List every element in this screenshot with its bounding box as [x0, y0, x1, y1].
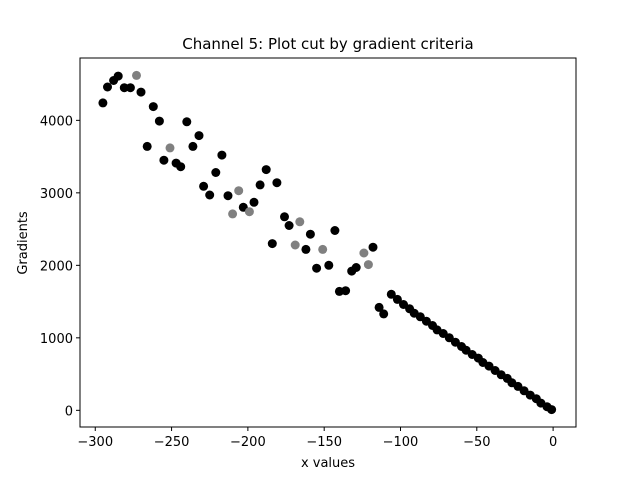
y-tick-label: 1000 [40, 332, 73, 347]
kept-point-7 [142, 141, 152, 151]
kept-point-22 [249, 197, 259, 207]
kept-point-32 [324, 260, 334, 270]
kept-point-31 [312, 263, 322, 273]
y-tick-label: 4000 [40, 114, 73, 129]
kept-point-30 [305, 229, 315, 239]
x-tick-label: −200 [230, 435, 266, 450]
y-tick-label: 0 [65, 404, 73, 419]
cut-point-6 [295, 217, 305, 227]
kept-point-35 [341, 286, 351, 296]
kept-point-27 [280, 212, 289, 222]
x-tick-label: −250 [154, 435, 190, 450]
kept-point-19 [217, 150, 227, 160]
kept-point-33 [330, 226, 340, 235]
kept-point-12 [176, 162, 186, 172]
cut-point-7 [318, 244, 328, 254]
y-tick-label: 2000 [40, 259, 73, 274]
kept-point-25 [267, 239, 277, 249]
cut-point-3 [234, 186, 244, 196]
kept-point-6 [136, 87, 146, 97]
x-tick-label: −300 [77, 435, 113, 450]
kept-point-15 [194, 131, 204, 141]
kept-point-13 [182, 117, 192, 127]
x-tick-label: −100 [383, 435, 419, 450]
kept-point-5 [125, 83, 135, 93]
kept-point-28 [284, 221, 294, 230]
cut-point-5 [290, 240, 300, 250]
kept-point-29 [301, 244, 311, 254]
cut-point-9 [363, 260, 373, 270]
kept-point-3 [113, 71, 123, 81]
kept-point-20 [223, 191, 233, 201]
x-axis: −300 −250 −200 −150 −100 −50 0 [77, 427, 557, 450]
kept-point-8 [148, 102, 158, 112]
kept-point-24 [261, 165, 271, 175]
y-axis: 0 1000 2000 3000 4000 [40, 114, 80, 419]
chart-title: Channel 5: Plot cut by gradient criteria [182, 35, 474, 53]
kept-point-39 [374, 302, 384, 312]
x-axis-label: x values [301, 456, 355, 471]
y-axis-label: Gradients [16, 211, 31, 275]
kept-point-0 [98, 98, 108, 108]
x-tick-label: 0 [549, 435, 557, 450]
cut-point-0 [132, 70, 141, 80]
kept-point-69 [547, 405, 557, 415]
kept-point-38 [368, 242, 378, 252]
x-tick-label: −150 [306, 435, 342, 450]
kept-point-37 [351, 263, 361, 272]
kept-point-40 [379, 309, 389, 319]
data-points [98, 70, 557, 415]
kept-point-16 [199, 181, 209, 191]
plot-frame [79, 57, 577, 428]
cut-point-2 [228, 209, 238, 219]
kept-point-14 [188, 141, 198, 151]
x-tick-label: −50 [463, 435, 490, 450]
kept-point-10 [159, 155, 169, 165]
kept-point-23 [255, 180, 265, 190]
kept-point-9 [154, 116, 164, 126]
cut-point-8 [359, 248, 369, 258]
kept-point-42 [392, 294, 402, 304]
y-tick-label: 3000 [40, 187, 73, 202]
kept-point-26 [272, 178, 282, 188]
cut-point-4 [244, 207, 254, 217]
kept-point-41 [386, 289, 396, 299]
kept-point-18 [211, 168, 221, 177]
kept-point-17 [205, 190, 215, 200]
cut-point-1 [165, 143, 175, 153]
kept-point-1 [103, 82, 112, 92]
